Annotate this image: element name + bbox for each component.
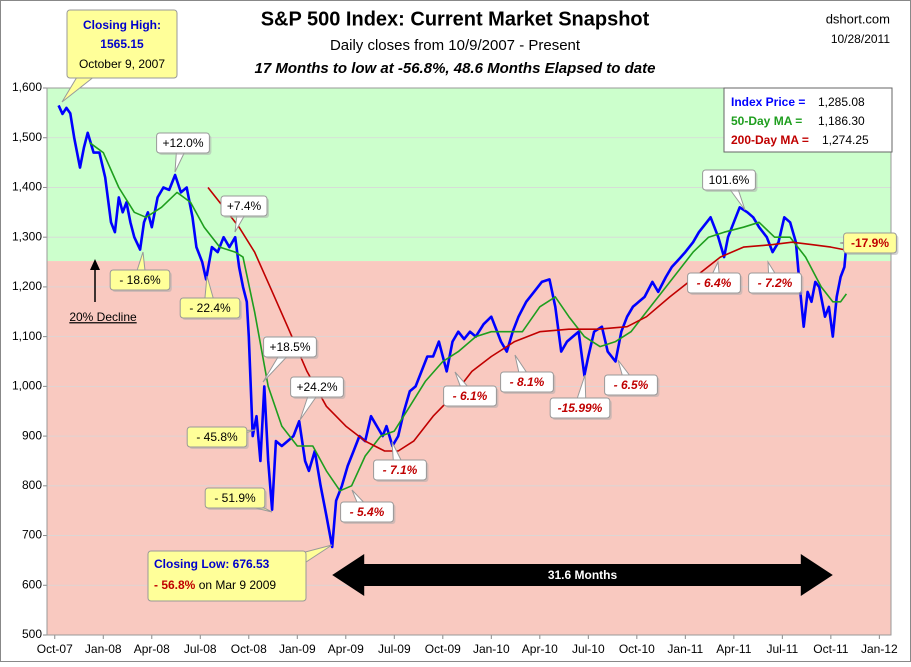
high-value: 1565.15 — [100, 37, 144, 51]
y-tick-label: 1,600 — [12, 80, 42, 94]
x-tick-label: Apr-10 — [522, 642, 558, 656]
x-tick-label: Oct-11 — [813, 642, 848, 656]
callout-label: - 45.8% — [196, 430, 238, 444]
legend-name: Index Price = — [731, 95, 805, 109]
y-tick-label: 1,000 — [12, 379, 42, 393]
legend-value: 1,274.25 — [822, 133, 869, 147]
y-tick-label: 800 — [22, 478, 42, 492]
x-tick-label: Jul-08 — [184, 642, 217, 656]
callout-box — [604, 374, 658, 396]
y-tick-label: 1,200 — [12, 279, 42, 293]
high-box — [66, 9, 178, 79]
x-tick-label: Jan-12 — [861, 642, 898, 656]
callout-box — [373, 459, 427, 481]
callout-box — [549, 397, 611, 419]
legend-value: 1,285.08 — [818, 95, 865, 109]
series-line — [57, 104, 848, 549]
x-tick-label: Jan-08 — [85, 642, 122, 656]
span-label: 31.6 Months — [548, 568, 618, 582]
callout-label: - 22.4% — [189, 301, 231, 315]
callout-box — [186, 426, 248, 448]
series-line — [89, 142, 848, 492]
callout-label: +7.4% — [227, 199, 262, 213]
callout-box — [220, 195, 268, 217]
low-box — [147, 550, 307, 602]
callout-label: - 6.5% — [614, 378, 649, 392]
y-tick-label: 1,500 — [12, 130, 42, 144]
callout-box — [156, 132, 210, 154]
low-change: - 56.8% — [154, 578, 196, 592]
callout-box — [500, 371, 554, 393]
low-label: Closing Low: 676.53 — [154, 557, 270, 571]
callout-label: 101.6% — [709, 173, 750, 187]
callout-label: - 8.1% — [510, 375, 545, 389]
callout-label: - 6.1% — [453, 389, 488, 403]
callout-label: - 5.4% — [350, 505, 385, 519]
callout-label: - 7.2% — [758, 276, 793, 290]
callout-box — [204, 487, 266, 509]
x-tick-label: Jan-10 — [473, 642, 510, 656]
x-tick-label: Jan-11 — [667, 642, 703, 656]
callout-label: - 7.1% — [383, 463, 418, 477]
x-tick-label: Jan-09 — [279, 642, 316, 656]
high-title: Closing High: — [83, 18, 161, 32]
span-arrow — [332, 554, 833, 596]
callout-box — [748, 272, 802, 294]
callout-label: -17.9% — [851, 236, 889, 250]
x-tick-label: Oct-07 — [37, 642, 73, 656]
callout-label: - 6.4% — [697, 276, 732, 290]
y-tick-label: 500 — [22, 627, 42, 641]
low-date: on Mar 9 2009 — [195, 578, 276, 592]
series-line — [207, 187, 847, 452]
x-tick-label: Jul-11 — [766, 642, 798, 656]
y-tick-label: 1,100 — [12, 329, 42, 343]
y-tick-label: 900 — [22, 428, 42, 442]
decline-label: 20% Decline — [69, 310, 137, 324]
x-tick-label: Apr-09 — [328, 642, 364, 656]
callout-label: +12.0% — [162, 136, 203, 150]
callout-label: +24.2% — [296, 380, 337, 394]
callout-label: +18.5% — [269, 340, 310, 354]
callout-box — [290, 376, 344, 398]
y-tick-label: 1,400 — [12, 180, 42, 194]
callout-box — [263, 336, 317, 358]
subtitle: Daily closes from 10/9/2007 - Present — [330, 37, 581, 54]
x-tick-label: Oct-08 — [231, 642, 267, 656]
legend-box — [723, 87, 893, 153]
date: 10/28/2011 — [831, 32, 890, 46]
callout-box — [443, 385, 497, 407]
callout-label: - 18.6% — [119, 273, 161, 287]
callout-label: -15.99% — [558, 401, 603, 415]
y-tick-label: 1,300 — [12, 229, 42, 243]
callout-box — [687, 272, 741, 294]
plot-border — [46, 87, 892, 636]
x-tick-label: Jul-10 — [572, 642, 605, 656]
callout-box — [702, 169, 756, 191]
callout-box — [179, 297, 241, 319]
source: dshort.com — [826, 11, 890, 26]
chart-title: S&P 500 Index: Current Market Snapshot — [261, 8, 650, 30]
legend-name: 200-Day MA = — [731, 133, 809, 147]
decline-arrowhead — [90, 259, 100, 270]
x-tick-label: Oct-10 — [619, 642, 655, 656]
x-tick-label: Oct-09 — [425, 642, 461, 656]
callout-box — [109, 269, 171, 291]
x-tick-label: Apr-11 — [716, 642, 751, 656]
x-tick-label: Jul-09 — [378, 642, 411, 656]
legend-name: 50-Day MA = — [731, 114, 802, 128]
x-tick-label: Apr-08 — [134, 642, 170, 656]
high-date: October 9, 2007 — [79, 57, 165, 71]
note: 17 Months to low at -56.8%, 48.6 Months … — [255, 60, 656, 77]
legend-value: 1,186.30 — [818, 114, 865, 128]
callout-box — [843, 232, 897, 254]
low-detail: - 56.8% on Mar 9 2009 — [154, 578, 276, 592]
callout-label: - 51.9% — [214, 491, 256, 505]
y-tick-label: 700 — [22, 528, 42, 542]
y-tick-label: 600 — [22, 577, 42, 591]
callout-box — [340, 501, 394, 523]
